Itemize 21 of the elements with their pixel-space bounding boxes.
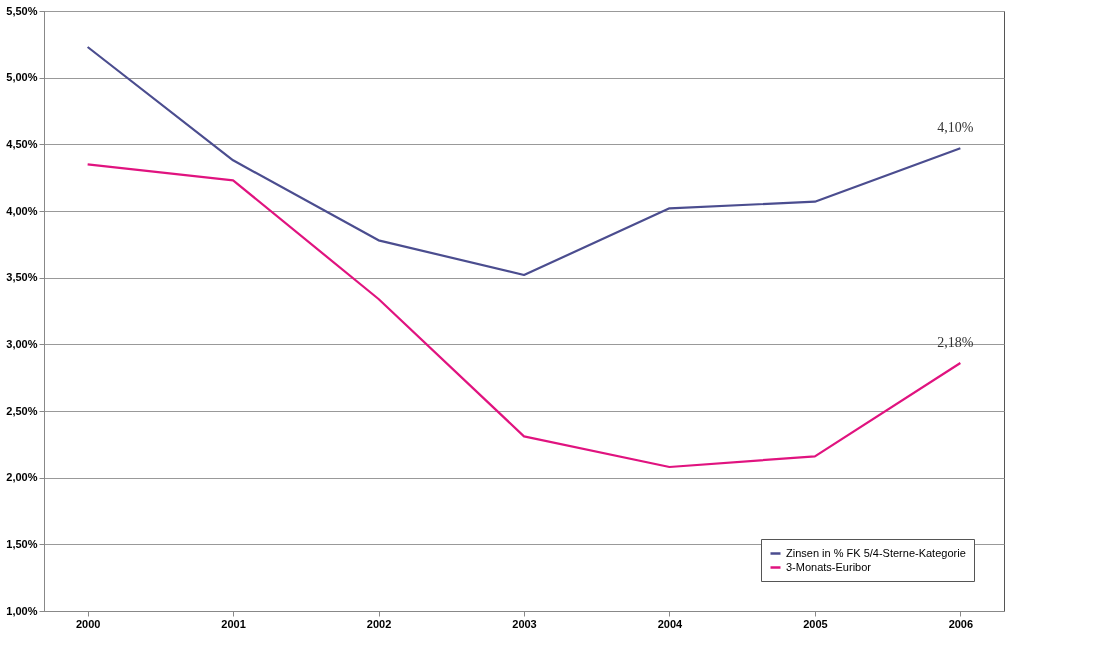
y-tick-label: 1,50% xyxy=(6,537,38,550)
y-tick-label: 2,50% xyxy=(6,404,38,417)
y-tick-label: 3,50% xyxy=(6,271,38,284)
x-tick-label: 2006 xyxy=(948,617,974,630)
x-tick-label: 2002 xyxy=(366,617,392,630)
x-tick-label: 2004 xyxy=(657,617,684,630)
annotation: 4,10% xyxy=(937,120,974,136)
y-tick-label: 5,50% xyxy=(6,4,38,17)
x-tick-label: 2000 xyxy=(75,617,101,630)
y-tick-label: 5,00% xyxy=(6,71,38,84)
x-tick-label: 2005 xyxy=(803,617,828,630)
annotation: 2,18% xyxy=(937,335,974,350)
y-tick-label: 4,50% xyxy=(6,137,38,150)
x-tick-label: 2003 xyxy=(512,617,537,630)
y-tick-label: 4,00% xyxy=(6,204,38,217)
x-tick-label: 2001 xyxy=(221,617,246,630)
legend-label: 3-Monats-Euribor xyxy=(786,560,872,573)
legend-label: Zinsen in % FK 5/4-Sterne-Kategorie xyxy=(786,546,966,559)
y-tick-label: 1,00% xyxy=(6,604,38,617)
y-tick-label: 3,00% xyxy=(6,337,38,350)
y-tick-label: 2,00% xyxy=(6,471,38,484)
